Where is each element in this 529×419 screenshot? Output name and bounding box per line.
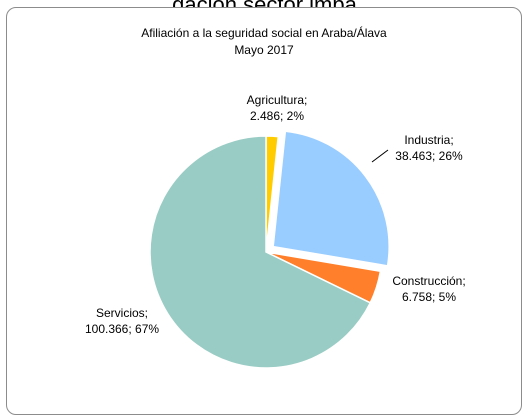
data-label-servicios-name: Servicios; xyxy=(96,306,148,320)
chart-title: Afiliación a la seguridad social en Arab… xyxy=(141,26,387,40)
leader-line-industria xyxy=(371,149,389,163)
pie-slice-industria xyxy=(272,130,390,267)
data-label-servicios-value: 100.366; 67% xyxy=(85,322,159,336)
data-label-construccion-name: Construcción; xyxy=(392,274,465,288)
data-label-construccion-value: 6.758; 5% xyxy=(402,290,456,304)
chart-subtitle: Mayo 2017 xyxy=(234,43,294,57)
pie-slice-servicios xyxy=(149,135,372,369)
data-label-industria-name: Industria; xyxy=(404,133,453,147)
data-label-agricultura-name: Agricultura; xyxy=(247,93,308,107)
data-label-industria-value: 38.463; 26% xyxy=(395,149,463,163)
data-label-agricultura-value: 2.486; 2% xyxy=(250,109,304,123)
